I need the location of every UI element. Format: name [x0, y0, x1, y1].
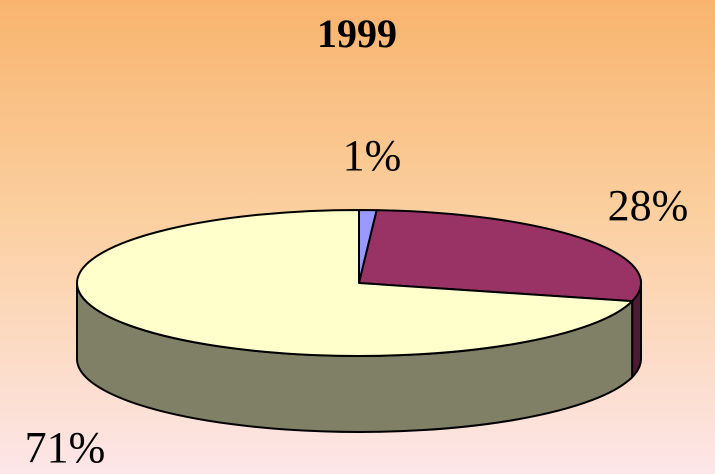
data-label: 71%	[25, 423, 106, 472]
slice	[76, 209, 634, 357]
data-label: 1%	[343, 131, 402, 180]
chart-title: 1999	[317, 11, 397, 56]
slice	[358, 209, 642, 303]
data-label: 28%	[608, 181, 689, 230]
